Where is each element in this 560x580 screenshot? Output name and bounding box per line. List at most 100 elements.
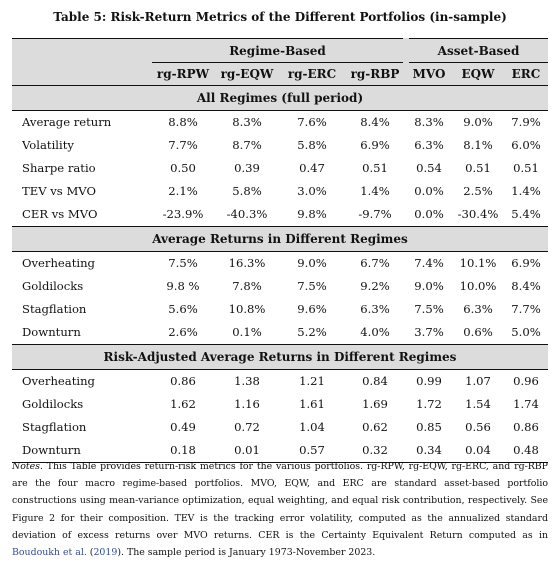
table-cell: 16.3% [228,256,266,270]
table-cell: 6.3% [463,302,493,316]
column-header: EQW [452,63,504,86]
table-cell: 1.69 [362,397,388,411]
table-cell: 2.5% [463,184,493,198]
table-cell: 0.47 [299,161,325,175]
group-asset-based: Asset-Based [406,38,548,63]
table-cell: 0.54 [416,161,442,175]
table-cell: 0.34 [416,443,442,457]
row-label: Volatility [22,138,74,152]
row-label: Sharpe ratio [22,161,96,175]
table-cell: -40.3% [226,207,268,221]
table-cell: 1.21 [299,374,325,388]
row-label: CER vs MVO [22,207,98,221]
table-cell: 7.5% [168,256,198,270]
table-cell: 3.7% [414,325,444,339]
table-cell: 1.61 [299,397,325,411]
table-row: TEV vs MVO 2.1% 5.8% 3.0% 1.4% 0.0% 2.5% 1.4% [12,180,548,203]
table-row: Average return 8.8% 8.3% 7.6% 8.4% 8.3% 9.0% 7.… [12,111,548,135]
column-header: MVO [406,63,452,86]
table-cell: 8.4% [360,115,390,129]
table-row: CER vs MVO -23.9% -40.3% 9.8% -9.7% 0.0% -30.4… [12,203,548,227]
row-label: Overheating [22,374,95,388]
table-cell: 2.1% [168,184,198,198]
table-row: Stagflation 0.49 0.72 1.04 0.62 0.85 0.56 0.86 [12,416,548,439]
table-cell: 0.85 [416,420,442,434]
table-cell: 7.4% [414,256,444,270]
table-cell: 9.0% [414,279,444,293]
column-header: rg-EQW [214,63,280,86]
table-cell: 0.01 [234,443,260,457]
table-cell: 1.54 [465,397,491,411]
table-cell: 9.0% [297,256,327,270]
table-cell: 8.1% [463,138,493,152]
table-caption: Table 5: Risk-Return Metrics of the Diff… [53,10,507,24]
table-cell: 8.3% [414,115,444,129]
section-title: Risk-Adjusted Average Returns in Differe… [12,344,548,370]
table-cell: 1.16 [234,397,260,411]
column-header: ERC [504,63,548,86]
table-cell: 0.86 [513,420,539,434]
table-cell: 0.86 [170,374,196,388]
table-cell: 1.38 [234,374,260,388]
table-cell: 0.51 [362,161,388,175]
table-cell: 7.6% [297,115,327,129]
group-regime-label: Regime-Based [229,44,326,58]
table-cell: 0.57 [299,443,325,457]
table-cell: 5.0% [511,325,541,339]
table-cell: 9.8 % [166,279,200,293]
table-cell: 5.6% [168,302,198,316]
table-cell: -30.4% [457,207,499,221]
table-cell: 0.84 [362,374,388,388]
table-cell: 0.6% [463,325,493,339]
table-notes: Notes. This Table provides return-risk m… [12,458,548,561]
column-header: rg-RPW [152,63,214,86]
table-cell: 7.7% [511,302,541,316]
table-cell: 0.51 [513,161,539,175]
table-row: Downturn 0.18 0.01 0.57 0.32 0.34 0.04 0.48 [12,439,548,463]
table-cell: 0.72 [234,420,260,434]
section-header-row: Average Returns in Different Regimes [12,226,548,252]
table-cell: 0.49 [170,420,196,434]
column-header-row: rg-RPW rg-EQW rg-ERC rg-RBP MVO EQW ERC [12,63,548,86]
notes-text-1: This Table provides return-risk metrics … [12,461,548,541]
table-cell: 5.8% [232,184,262,198]
table-cell: 6.9% [511,256,541,270]
table-cell: 6.7% [360,256,390,270]
table-cell: 1.07 [465,374,491,388]
row-label: Goldilocks [22,279,84,293]
table-row: Volatility 7.7% 8.7% 5.8% 6.9% 6.3% 8.1% 6.0% [12,134,548,157]
group-regime-based: Regime-Based [152,38,409,63]
table-cell: 9.6% [297,302,327,316]
table-cell: 8.3% [232,115,262,129]
table-cell: 6.3% [360,302,390,316]
table-row: Overheating 0.86 1.38 1.21 0.84 0.99 1.07 0.96 [12,370,548,394]
table-cell: 0.99 [416,374,442,388]
group-header-row: Regime-Based Asset-Based [12,38,548,63]
notes-lead: Notes. [12,461,43,472]
row-label: TEV vs MVO [22,184,96,198]
table-cell: 0.1% [232,325,262,339]
table-cell: -9.7% [358,207,392,221]
citation-author-link[interactable]: Boudoukh et al. [12,547,87,559]
table-row: Sharpe ratio 0.50 0.39 0.47 0.51 0.54 0.51 0.51 [12,157,548,180]
section-header-row: All Regimes (full period) [12,85,548,111]
citation-year-link[interactable]: 2019 [93,547,118,559]
table-cell: 5.8% [297,138,327,152]
table-cell: 9.2% [360,279,390,293]
table-cell: 0.18 [170,443,196,457]
table-row: Goldilocks 1.62 1.16 1.61 1.69 1.72 1.54 1.74 [12,393,548,416]
table-cell: 7.5% [297,279,327,293]
table-cell: 1.72 [416,397,442,411]
table-cell: 0.48 [513,443,539,457]
table-cell: 0.04 [465,443,491,457]
section-header-row: Risk-Adjusted Average Returns in Differe… [12,344,548,370]
table-cell: 7.9% [511,115,541,129]
table-cell: 9.8% [297,207,327,221]
table-row: Overheating 7.5% 16.3% 9.0% 6.7% 7.4% 10.1% 6.9… [12,252,548,276]
table-body: All Regimes (full period) Average return 8… [12,85,548,463]
table-cell: 1.4% [511,184,541,198]
table-cell: 2.6% [168,325,198,339]
table-cell: 10.0% [459,279,497,293]
row-label: Overheating [22,256,95,270]
row-label: Downturn [22,443,81,457]
